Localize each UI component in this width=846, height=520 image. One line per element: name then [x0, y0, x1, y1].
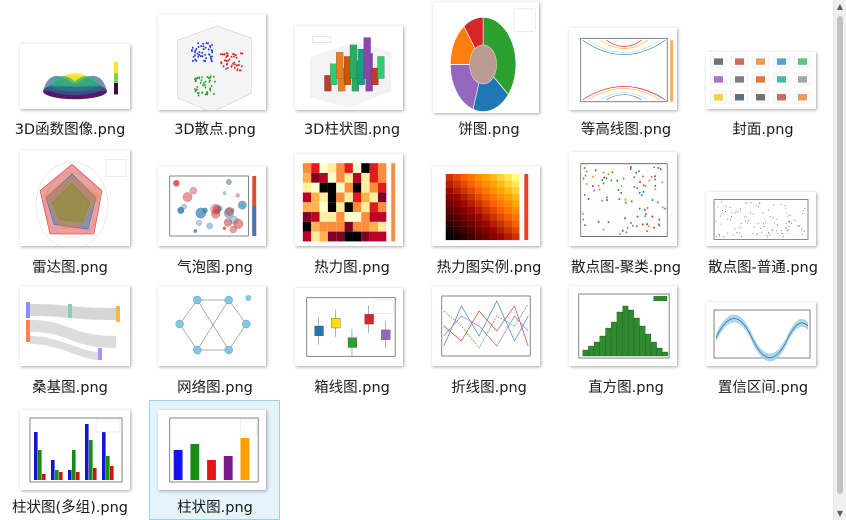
file-thumbnail[interactable]: [20, 286, 130, 366]
file-thumbnail[interactable]: [569, 286, 677, 366]
file-tile[interactable]: [558, 0, 692, 2]
file-name-label[interactable]: 网络图.png: [177, 380, 253, 396]
file-tile[interactable]: [421, 282, 555, 284]
file-tile[interactable]: [284, 282, 418, 284]
file-tile[interactable]: [558, 141, 692, 143]
file-thumbnail[interactable]: [433, 2, 539, 113]
file-thumbnail[interactable]: [569, 152, 677, 246]
file-thumbnail[interactable]: [706, 52, 816, 109]
file-name-label[interactable]: 封面.png: [732, 122, 794, 138]
file-name-label[interactable]: 桑基图.png: [32, 380, 108, 396]
file-tile[interactable]: [695, 0, 829, 2]
file-name-label[interactable]: 气泡图.png: [177, 260, 253, 276]
file-name-label[interactable]: 折线图.png: [451, 380, 527, 396]
file-thumbnail[interactable]: [158, 166, 266, 246]
file-name-label[interactable]: 柱状图.png: [177, 500, 253, 516]
scroll-up-arrow-icon[interactable]: ▲: [836, 2, 844, 11]
file-tile[interactable]: [147, 141, 281, 143]
file-tile[interactable]: [284, 141, 418, 143]
file-tile[interactable]: [284, 0, 418, 2]
file-name-label[interactable]: 直方图.png: [588, 380, 664, 396]
file-name-label[interactable]: 柱状图(多组).png: [11, 500, 129, 516]
file-tile[interactable]: [147, 0, 281, 2]
file-tile[interactable]: [695, 282, 829, 284]
file-tile[interactable]: [10, 400, 144, 402]
file-thumbnail[interactable]: [295, 154, 403, 246]
svg-text:·: ·: [212, 19, 213, 23]
file-tile[interactable]: [695, 141, 829, 143]
vertical-scrollbar[interactable]: ▲ ▼: [833, 0, 846, 520]
file-tile[interactable]: [147, 282, 281, 284]
file-name-label[interactable]: 3D函数图像.png: [14, 122, 126, 138]
file-name-label[interactable]: 散点图-聚类.png: [571, 260, 681, 276]
file-tile[interactable]: [10, 0, 144, 2]
file-name-label[interactable]: 3D柱状图.png: [303, 122, 401, 138]
file-name-label[interactable]: 散点图-普通.png: [708, 260, 818, 276]
file-thumbnail[interactable]: [158, 410, 266, 490]
file-name-label[interactable]: 雷达图.png: [32, 260, 108, 276]
file-thumbnail[interactable]: [706, 192, 816, 246]
file-name-label[interactable]: 3D散点.png: [174, 122, 256, 138]
scroll-thumb[interactable]: [837, 16, 843, 494]
file-tile[interactable]: [10, 141, 144, 143]
file-name-label[interactable]: 热力图实例.png: [436, 260, 542, 276]
scroll-down-arrow-icon[interactable]: ▼: [836, 509, 844, 518]
file-thumbnail[interactable]: [569, 28, 677, 110]
file-name-label[interactable]: 箱线图.png: [314, 380, 390, 396]
file-thumbnail[interactable]: [706, 302, 816, 366]
file-thumbnail[interactable]: [20, 410, 130, 490]
file-thumbnail[interactable]: [432, 286, 540, 366]
file-thumbnail[interactable]: [20, 44, 130, 109]
file-thumbnail[interactable]: [158, 286, 266, 366]
file-name-label[interactable]: 等高线图.png: [580, 122, 672, 138]
file-thumbnail[interactable]: ·: [158, 14, 266, 110]
file-name-label[interactable]: 热力图.png: [314, 260, 390, 276]
file-name-label[interactable]: 饼图.png: [458, 122, 520, 138]
file-thumbnail[interactable]: [295, 288, 403, 366]
file-name-label[interactable]: 置信区间.png: [717, 380, 809, 396]
file-thumbnail[interactable]: [432, 166, 540, 246]
file-thumbnail[interactable]: [295, 26, 403, 110]
file-thumbnail[interactable]: [20, 150, 130, 246]
file-tile[interactable]: [558, 282, 692, 284]
file-tile[interactable]: [421, 141, 555, 143]
file-tile[interactable]: [10, 282, 144, 284]
